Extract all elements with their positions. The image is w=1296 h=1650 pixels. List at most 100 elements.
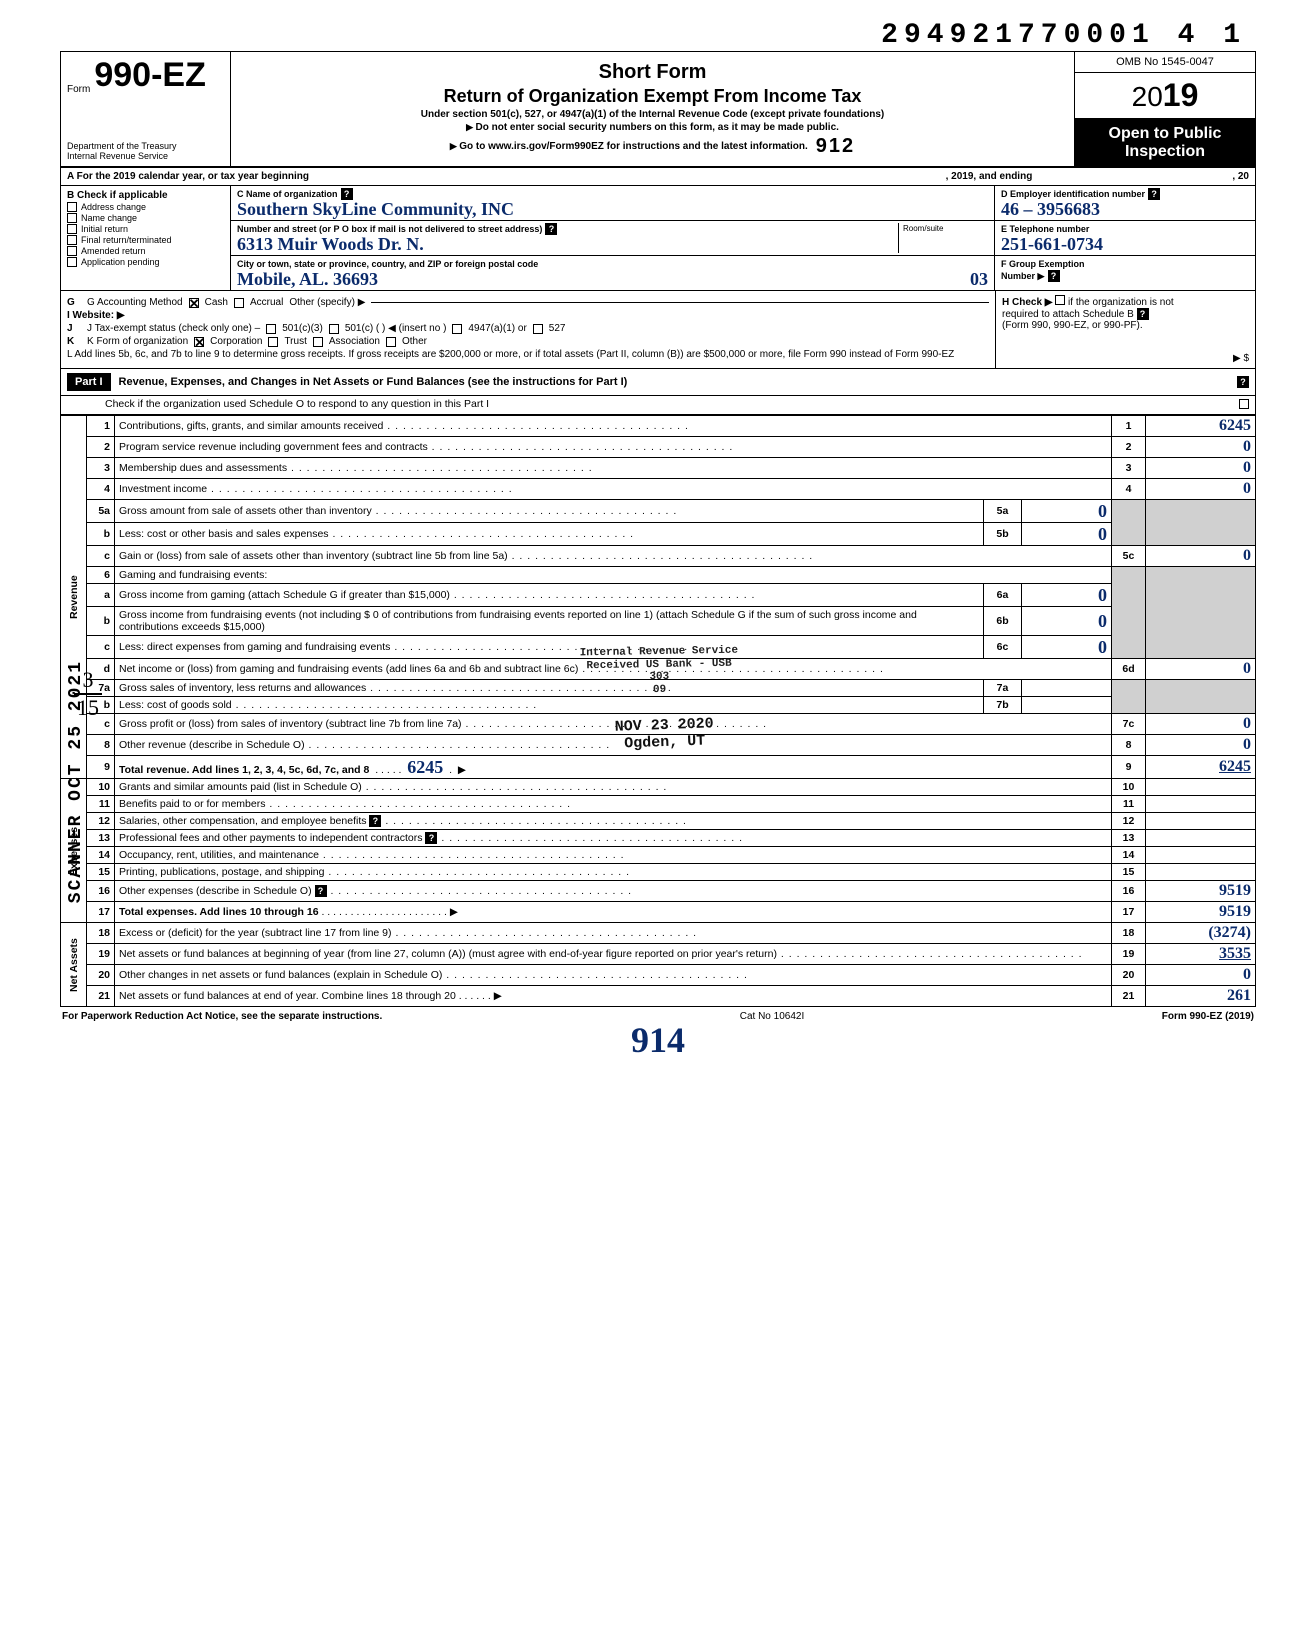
line-21: Net assets or fund balances at end of ye… bbox=[115, 986, 1112, 1007]
line-20-amt: 0 bbox=[1243, 966, 1251, 983]
help-icon[interactable]: ? bbox=[545, 223, 557, 235]
dept-treasury: Department of the Treasury Internal Reve… bbox=[67, 142, 224, 162]
help-icon[interactable]: ? bbox=[1148, 188, 1160, 200]
title-main: Short Form bbox=[239, 61, 1066, 84]
chk-amended-return[interactable]: Amended return bbox=[67, 246, 224, 256]
chk-association[interactable] bbox=[313, 337, 323, 347]
meta-block: GG Accounting Method Cash Accrual Other … bbox=[60, 291, 1256, 369]
row-h-schedule-b: H Check ▶ if the organization is not req… bbox=[995, 291, 1255, 368]
line-5c-amt: 0 bbox=[1243, 547, 1251, 564]
line-3: Membership dues and assessments bbox=[115, 458, 1112, 479]
line-7c: Gross profit or (loss) from sales of inv… bbox=[115, 714, 1112, 735]
line-19-amt: 3535 bbox=[1219, 945, 1251, 962]
org-name-value: Southern SkyLine Community, INC bbox=[237, 199, 514, 219]
line-5a: Gross amount from sale of assets other t… bbox=[115, 500, 984, 523]
line-17: Total expenses. Add lines 10 through 16 … bbox=[115, 902, 1112, 923]
line-4: Investment income bbox=[115, 479, 1112, 500]
line-6c: Less: direct expenses from gaming and fu… bbox=[115, 636, 984, 659]
line-2: Program service revenue including govern… bbox=[115, 437, 1112, 458]
line-6d-amt: 0 bbox=[1243, 660, 1251, 677]
ein-value: 46 – 3956683 bbox=[1001, 199, 1100, 219]
line-8: Other revenue (describe in Schedule O) bbox=[115, 735, 1112, 756]
help-icon[interactable]: ? bbox=[315, 885, 327, 897]
chk-schedule-o[interactable] bbox=[1239, 399, 1249, 409]
help-icon[interactable]: ? bbox=[1048, 270, 1060, 282]
group-exemption-label: F Group Exemption bbox=[1001, 259, 1085, 269]
row-i-website: I Website: ▶ bbox=[67, 310, 989, 321]
line-15: Printing, publications, postage, and shi… bbox=[115, 864, 1112, 881]
chk-accrual[interactable] bbox=[234, 298, 244, 308]
form-header: Form 990-EZ Department of the Treasury I… bbox=[60, 51, 1256, 168]
org-name-label: C Name of organization bbox=[237, 189, 338, 199]
open-public-inspection: Open to Public Inspection bbox=[1075, 119, 1255, 166]
row-l-gross: L Add lines 5b, 6c, and 7b to line 9 to … bbox=[67, 349, 989, 360]
part-i-check: Check if the organization used Schedule … bbox=[60, 396, 1256, 415]
sidelabel-revenue: Revenue bbox=[61, 416, 87, 779]
line-7a: Gross sales of inventory, less returns a… bbox=[115, 680, 984, 697]
form-number: Form 990-EZ bbox=[67, 56, 224, 95]
row-j-tax-exempt: JJ Tax-exempt status (check only one) – … bbox=[67, 323, 989, 334]
lines-table: Revenue 1 Contributions, gifts, grants, … bbox=[60, 415, 1256, 1007]
line-7b: Less: cost of goods sold bbox=[115, 697, 984, 714]
line-8-amt: 0 bbox=[1243, 736, 1251, 753]
row-g-accounting: GG Accounting Method Cash Accrual Other … bbox=[67, 297, 989, 308]
line-18-amt: (3274) bbox=[1208, 924, 1251, 941]
help-icon[interactable]: ? bbox=[425, 832, 437, 844]
gross-receipts-arrow: ▶ $ bbox=[1002, 353, 1249, 364]
chk-name-change[interactable]: Name change bbox=[67, 213, 224, 223]
title-note: Under section 501(c), 527, or 4947(a)(1)… bbox=[239, 109, 1066, 120]
ein-label: D Employer identification number bbox=[1001, 189, 1145, 199]
line-6a: Gross income from gaming (attach Schedul… bbox=[115, 584, 984, 607]
chk-501c3[interactable] bbox=[266, 324, 276, 334]
street-value: 6313 Muir Woods Dr. N. bbox=[237, 234, 424, 254]
chk-final-return[interactable]: Final return/terminated bbox=[67, 235, 224, 245]
line-12: Salaries, other compensation, and employ… bbox=[115, 813, 1112, 830]
help-icon[interactable]: ? bbox=[1137, 308, 1149, 320]
chk-trust[interactable] bbox=[268, 337, 278, 347]
bottom-handwriting: 914 bbox=[60, 1022, 1256, 1058]
line-1-amt: 6245 bbox=[1219, 417, 1251, 434]
row-k-form-org: KK Form of organization Corporation Trus… bbox=[67, 336, 989, 347]
help-icon[interactable]: ? bbox=[369, 815, 381, 827]
line-6b: Gross income from fundraising events (no… bbox=[115, 607, 984, 636]
chk-schedule-b[interactable] bbox=[1055, 295, 1065, 305]
chk-initial-return[interactable]: Initial return bbox=[67, 224, 224, 234]
help-icon[interactable]: ? bbox=[1237, 376, 1249, 388]
phone-value: 251-661-0734 bbox=[1001, 234, 1103, 254]
sidelabel-expenses: Expenses bbox=[61, 779, 87, 923]
chk-4947[interactable] bbox=[452, 324, 462, 334]
city-value: Mobile, AL. 36693 bbox=[237, 269, 378, 289]
room-suite: Room/suite bbox=[898, 223, 988, 253]
line-16-amt: 9519 bbox=[1219, 882, 1251, 899]
line-9-amt: 6245 bbox=[1219, 758, 1251, 775]
document-id: 294921770001 4 1 bbox=[60, 20, 1256, 51]
line-2-amt: 0 bbox=[1243, 438, 1251, 455]
tax-year: 2019 bbox=[1075, 73, 1255, 119]
entity-block: B Check if applicable Address change Nam… bbox=[60, 186, 1256, 291]
line-18: Excess or (deficit) for the year (subtra… bbox=[115, 923, 1112, 944]
chk-527[interactable] bbox=[533, 324, 543, 334]
line-13: Professional fees and other payments to … bbox=[115, 830, 1112, 847]
chk-app-pending[interactable]: Application pending bbox=[67, 257, 224, 267]
chk-cash[interactable] bbox=[189, 298, 199, 308]
chk-other[interactable] bbox=[386, 337, 396, 347]
chk-address-change[interactable]: Address change bbox=[67, 202, 224, 212]
line-7c-amt: 0 bbox=[1243, 715, 1251, 732]
line-11: Benefits paid to or for members bbox=[115, 796, 1112, 813]
omb-number: OMB No 1545-0047 bbox=[1075, 52, 1255, 73]
chk-corporation[interactable] bbox=[194, 337, 204, 347]
line-9: Total revenue. Add lines 1, 2, 3, 4, 5c,… bbox=[115, 756, 1112, 779]
line-5c: Gain or (loss) from sale of assets other… bbox=[115, 546, 1112, 567]
part-tag: Part I bbox=[67, 373, 111, 391]
line-20: Other changes in net assets or fund bala… bbox=[115, 965, 1112, 986]
line-19: Net assets or fund balances at beginning… bbox=[115, 944, 1112, 965]
line-6: Gaming and fundraising events: bbox=[115, 567, 1112, 584]
street-label: Number and street (or P O box if mail is… bbox=[237, 224, 542, 234]
title-arrow1: Do not enter social security numbers on … bbox=[239, 122, 1066, 133]
title-sub: Return of Organization Exempt From Incom… bbox=[239, 86, 1066, 107]
date-stamp: NOV 23 2020 Ogden, UT bbox=[614, 716, 714, 752]
irs-received-stamp: Internal Revenue Service Received US Ban… bbox=[580, 645, 739, 698]
line-17-amt: 9519 bbox=[1219, 903, 1251, 920]
chk-501c[interactable] bbox=[329, 324, 339, 334]
line-1: Contributions, gifts, grants, and simila… bbox=[115, 416, 1112, 437]
